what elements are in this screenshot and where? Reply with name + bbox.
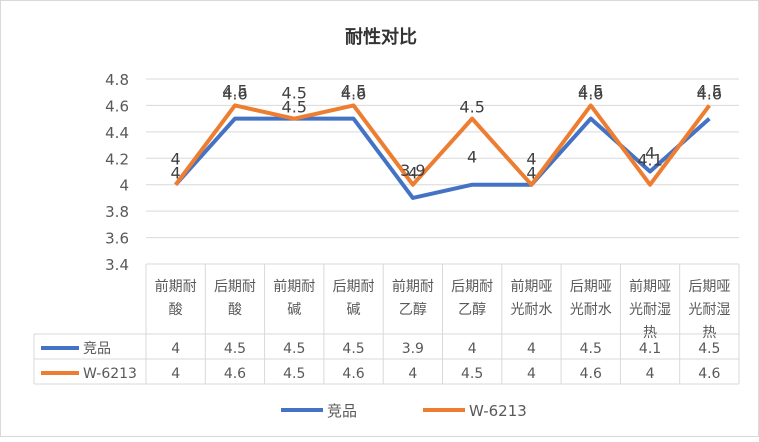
data-label: 4.5 (282, 98, 307, 117)
data-labels: 44.5 4.5 4.53.94 44.54.14.544.64.54.644.544… (171, 82, 723, 183)
table-cell: 4.5 (283, 366, 305, 382)
data-label: 4.1 (637, 151, 662, 170)
table-cell: 4.6 (580, 366, 602, 382)
table-series-name: W-6213 (83, 366, 137, 382)
data-label: 4.5 (459, 98, 484, 117)
y-tick-label: 4.8 (105, 71, 129, 89)
y-axis: 3.4 3.6 3.8 4 4.2 4.4 4.6 4.8 (105, 71, 129, 274)
data-label: 4.5 (341, 82, 366, 101)
y-tick-label: 4.2 (105, 150, 129, 168)
category-label: 前期哑 (510, 278, 552, 295)
table-cell: 4 (408, 366, 417, 382)
category-label: 热 (702, 325, 716, 341)
category-label: 后期哑 (570, 279, 612, 295)
category-label: 酸 (169, 302, 183, 318)
data-label: 4 (408, 164, 418, 183)
table-cell: 4.5 (698, 341, 720, 357)
table-cell: 4.1 (639, 341, 661, 357)
data-label: 4 (526, 150, 536, 169)
data-label: 4.6 (222, 84, 247, 103)
table-cell: 4.5 (580, 341, 602, 357)
table-cell: 4 (171, 366, 180, 382)
category-label: 后期哑 (688, 279, 730, 295)
table-cell: 4 (171, 341, 180, 357)
category-label: 光耐湿 (688, 302, 730, 318)
table-cell: 4.6 (698, 366, 720, 382)
category-label: 光耐水 (570, 302, 612, 318)
category-label: 热 (643, 325, 657, 341)
category-label: 碱 (287, 302, 301, 318)
data-label: 4.5 (697, 82, 722, 101)
data-label: 4.6 (697, 84, 722, 103)
category-label: 酸 (228, 302, 242, 318)
y-tick-label: 3.6 (105, 230, 129, 248)
table-cell: 4.5 (224, 341, 246, 357)
data-label: 4.5 (578, 82, 603, 101)
table-cell: 4 (646, 366, 655, 382)
y-tick-label: 3.4 (105, 256, 129, 274)
y-tick-label: 4.4 (105, 124, 129, 142)
series-line (174, 103, 711, 187)
table-cell: 4.5 (283, 341, 305, 357)
data-label: 4.6 (578, 84, 603, 103)
table-cell: 4.5 (461, 366, 483, 382)
category-label: 前期耐 (392, 278, 434, 295)
category-label: 前期耐 (273, 278, 315, 295)
table-cell: 4 (468, 341, 477, 357)
chart-title: 耐性对比 (345, 26, 417, 48)
table-cell: 4 (527, 341, 536, 357)
data-label: 3.9 (400, 161, 425, 180)
category-label: 前期耐 (155, 278, 197, 295)
data-label: 4 (645, 144, 655, 163)
data-label: 4 (171, 164, 181, 183)
category-label: 后期耐 (333, 279, 375, 295)
table-cell: 4.5 (342, 341, 364, 357)
data-label: 4.5 (222, 82, 247, 101)
category-label: 乙醇 (399, 301, 427, 318)
table-cell: 4 (527, 366, 536, 382)
y-tick-label: 3.8 (105, 203, 129, 221)
table-cell: 4.6 (224, 366, 246, 382)
category-label: 光耐湿 (629, 302, 671, 318)
data-label: 4.5 (282, 84, 307, 103)
data-label: 4 (526, 164, 536, 183)
category-label: 后期耐 (451, 279, 493, 295)
y-tick-label: 4.6 (105, 97, 129, 115)
table-series-name: 竞品 (83, 340, 111, 357)
data-label: 4 (467, 148, 477, 167)
legend: 竞品 W-6213 (281, 402, 527, 420)
category-label: 后期耐 (214, 279, 256, 295)
legend-label: 竞品 (327, 402, 357, 420)
gridlines (146, 78, 739, 265)
category-label: 碱 (347, 302, 361, 318)
data-label: 4.6 (341, 84, 366, 103)
series-lines (174, 103, 711, 200)
category-label: 光耐水 (510, 302, 552, 318)
data-label: 4 (171, 150, 181, 169)
y-tick-label: 4 (119, 177, 129, 195)
table-cell: 4.6 (342, 366, 364, 382)
table-cell: 3.9 (402, 341, 424, 357)
legend-label: W-6213 (469, 402, 527, 420)
category-label: 乙醇 (458, 301, 486, 318)
category-label: 前期哑 (629, 278, 671, 295)
